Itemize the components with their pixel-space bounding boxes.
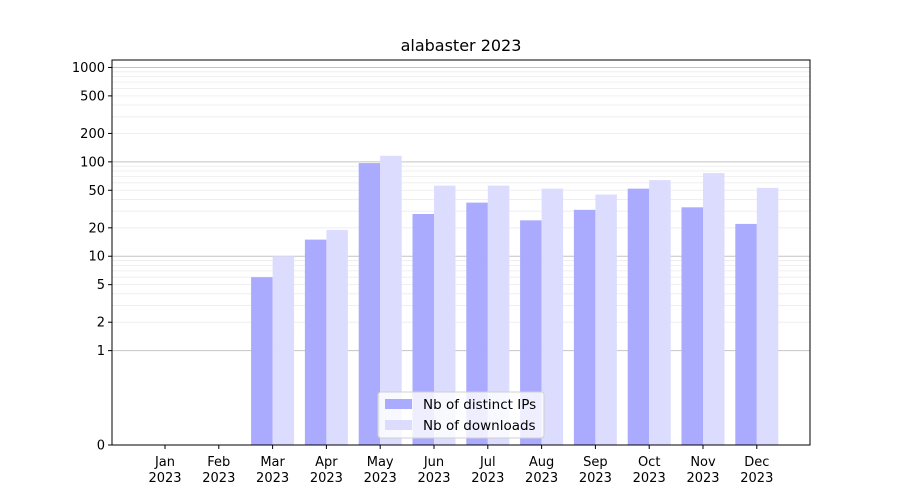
x-tick-label-year: 2023: [740, 471, 773, 486]
bar-downloads: [272, 256, 295, 445]
x-tick-label-year: 2023: [579, 471, 612, 486]
x-tick-label-year: 2023: [525, 471, 558, 486]
bar-distinct-ips: [681, 207, 703, 445]
x-tick-label-year: 2023: [148, 471, 181, 486]
x-tick-label-year: 2023: [471, 471, 504, 486]
x-tick-label-month: Feb: [207, 455, 230, 470]
bar-downloads: [434, 185, 456, 445]
bar-downloads: [380, 155, 402, 445]
bar-downloads: [756, 187, 779, 446]
x-tick-label-year: 2023: [417, 471, 450, 486]
x-tick-label-year: 2023: [310, 471, 343, 486]
y-tick-label: 2: [97, 316, 105, 331]
legend-label: Nb of downloads: [423, 418, 536, 434]
y-tick-label: 5: [97, 278, 105, 293]
bar-distinct-ips: [520, 220, 542, 445]
bar-downloads: [487, 185, 510, 445]
bar-distinct-ips: [735, 223, 757, 445]
bar-distinct-ips: [466, 202, 488, 445]
y-tick-label: 1: [97, 344, 105, 359]
x-tick-label-month: Dec: [744, 455, 769, 470]
x-tick-label-month: Jun: [423, 455, 444, 470]
y-tick-label: 1000: [72, 61, 105, 76]
y-tick-label: 500: [80, 89, 105, 104]
legend-swatch: [385, 399, 412, 409]
bars: [251, 155, 779, 446]
y-tick-label: 20: [88, 221, 105, 236]
bar-downloads: [703, 173, 725, 446]
x-tick-label-year: 2023: [256, 471, 289, 486]
y-tick-label: 200: [80, 127, 105, 142]
y-tick-label: 100: [80, 155, 105, 170]
bar-distinct-ips: [251, 277, 273, 445]
x-tick-label-month: Apr: [315, 455, 338, 470]
x-tick-label-month: Jul: [479, 455, 496, 470]
bar-distinct-ips: [412, 214, 434, 445]
y-tick-label: 10: [88, 250, 105, 265]
bar-downloads: [595, 194, 617, 445]
x-tick-label-month: Aug: [529, 455, 554, 470]
chart-title: alabaster 2023: [401, 36, 522, 55]
plot-frame: [111, 59, 811, 446]
bar-downloads: [541, 188, 564, 445]
bar-downloads: [649, 180, 671, 445]
y-tick-label: 50: [88, 184, 105, 199]
bar-distinct-ips: [627, 188, 650, 445]
x-tick-label-year: 2023: [364, 471, 397, 486]
x-tick-label-month: Nov: [690, 455, 716, 470]
x-tick-label-year: 2023: [633, 471, 666, 486]
x-tick-label-month: Jan: [154, 455, 175, 470]
legend-swatch: [385, 420, 412, 430]
bar-distinct-ips: [358, 163, 381, 445]
x-tick-label-month: Sep: [583, 455, 608, 470]
legend: Nb of distinct IPs Nb of downloads: [377, 391, 545, 439]
x-tick-label-month: Mar: [260, 455, 285, 470]
x-tick-label-month: Oct: [638, 455, 660, 470]
bar-distinct-ips: [304, 239, 327, 445]
x-tick-label-year: 2023: [202, 471, 235, 486]
legend-box: [377, 391, 545, 439]
y-tick-label: 0: [97, 439, 105, 454]
axes: 01251020501002005001000Jan2023Feb2023Mar…: [72, 61, 773, 486]
x-tick-label-year: 2023: [686, 471, 719, 486]
legend-label: Nb of distinct IPs: [423, 397, 536, 413]
bar-downloads: [326, 229, 348, 445]
x-tick-label-month: May: [367, 455, 394, 470]
bar-distinct-ips: [573, 209, 596, 445]
